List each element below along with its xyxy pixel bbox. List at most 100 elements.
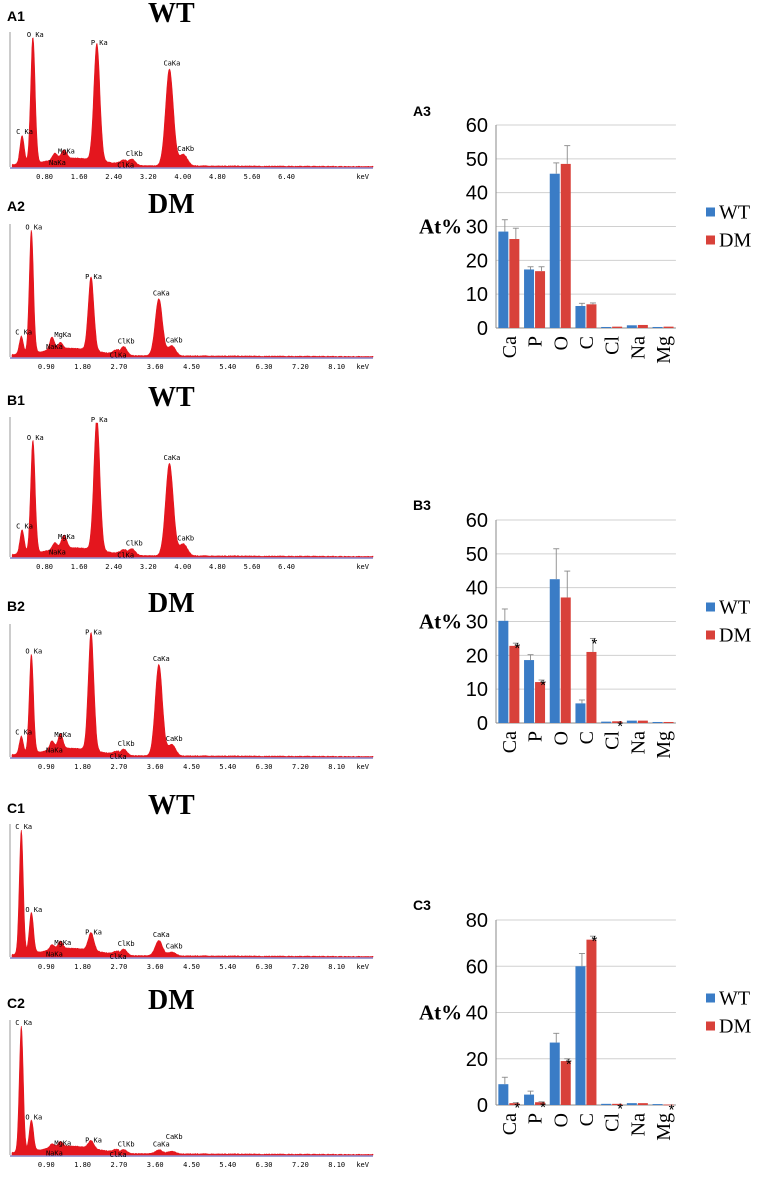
sig-mark-dm-p: *: [540, 1099, 546, 1116]
energy-tick-4-80: 4.80: [209, 563, 226, 571]
energy-tick-2-70: 2.70: [110, 963, 127, 971]
bar-dm-o: [560, 597, 571, 723]
peak-label-mgka: MgKa: [54, 1139, 71, 1147]
legend-label-wt: WT: [719, 202, 750, 224]
peak-label-mgka: MgKa: [54, 731, 71, 739]
peak-label-clkb: ClKb: [118, 940, 135, 948]
energy-tick-7-20: 7.20: [292, 363, 309, 371]
peak-label-clka: ClKa: [117, 162, 134, 170]
peak-label-mgka: MgKa: [58, 147, 75, 155]
peak-label-clkb: ClKb: [118, 740, 135, 748]
y-axis-label: At%: [419, 610, 462, 634]
sig-mark-dm-ca: *: [514, 640, 520, 657]
peak-label-clka: ClKa: [110, 352, 127, 360]
x-tick-cl: Cl: [602, 731, 624, 750]
bar-wt-ca: [498, 620, 509, 723]
energy-tick-6-30: 6.30: [256, 363, 273, 371]
y-tick-30: 30: [466, 217, 488, 239]
legend-label-dm: DM: [719, 625, 751, 647]
spectrum-trace: [11, 631, 374, 758]
y-tick-50: 50: [466, 544, 488, 566]
peak-label-clkb: ClKb: [118, 1141, 135, 1149]
energy-tick-7-20: 7.20: [292, 763, 309, 771]
energy-tick-0-90: 0.90: [38, 763, 55, 771]
peak-label-cka: C Ka: [16, 522, 33, 530]
energy-tick-2-70: 2.70: [110, 1161, 127, 1169]
energy-tick-8-10: 8.10: [328, 363, 345, 371]
bar-dm-ca: [509, 1103, 520, 1105]
legend-swatch-wt: [706, 993, 715, 1003]
energy-tick-0-90: 0.90: [38, 363, 55, 371]
energy-tick-5-60: 5.60: [244, 173, 261, 181]
energy-tick-4-50: 4.50: [183, 363, 200, 371]
bar-wt-c: [575, 966, 586, 1105]
panel-label-c1: C1: [7, 800, 25, 816]
x-tick-c: C: [576, 1113, 598, 1126]
bar-dm-na: [637, 1103, 648, 1105]
sig-mark-dm-ca: *: [514, 1100, 520, 1117]
energy-tick-5-60: 5.60: [244, 563, 261, 571]
y-tick-50: 50: [466, 149, 488, 171]
sig-mark-dm-o: *: [566, 1056, 572, 1073]
panel-label-b3: B3: [413, 497, 431, 513]
peak-label-naka: NaKa: [46, 1150, 63, 1158]
energy-tick-5-40: 5.40: [219, 963, 236, 971]
peak-label-naka: NaKa: [46, 343, 63, 351]
y-tick-20: 20: [466, 1049, 488, 1071]
peak-label-clka: ClKa: [117, 551, 134, 559]
bar-dm-p: [535, 271, 546, 328]
bar-wt-c: [575, 306, 586, 328]
y-axis-label: At%: [419, 1001, 462, 1025]
bar-dm-cl: [612, 326, 623, 328]
peak-label-caka: CaKa: [153, 931, 170, 939]
peak-label-clkb: ClKb: [118, 338, 135, 346]
y-tick-20: 20: [466, 645, 488, 667]
bar-dm-ca: [509, 645, 520, 723]
energy-tick-0-90: 0.90: [38, 963, 55, 971]
peak-label-pka: P Ka: [91, 39, 108, 47]
bar-wt-o: [549, 173, 560, 328]
energy-tick-8-10: 8.10: [328, 763, 345, 771]
y-tick-0: 0: [477, 318, 488, 340]
peak-label-clka: ClKa: [110, 953, 127, 961]
bar-wt-o: [549, 1042, 560, 1105]
energy-tick-3-20: 3.20: [140, 173, 157, 181]
energy-tick-5-40: 5.40: [219, 363, 236, 371]
energy-tick-5-40: 5.40: [219, 763, 236, 771]
panel-label-a2: A2: [7, 198, 25, 214]
legend-swatch-dm: [706, 630, 715, 640]
energy-tick-3-60: 3.60: [147, 763, 164, 771]
x-tick-na: Na: [627, 1113, 649, 1136]
bar-dm-cl: [612, 721, 623, 723]
energy-tick-6-30: 6.30: [256, 1161, 273, 1169]
spectrum-title-a1: WT: [148, 0, 195, 29]
peak-label-clka: ClKa: [110, 1151, 127, 1159]
energy-tick-3-60: 3.60: [147, 963, 164, 971]
bar-dm-na: [637, 324, 648, 328]
bar-dm-mg: [663, 326, 674, 328]
spectrum-title-c2: DM: [148, 985, 195, 1016]
x-tick-cl: Cl: [602, 1113, 624, 1132]
energy-tick-6-30: 6.30: [256, 963, 273, 971]
legend-label-dm: DM: [719, 230, 751, 252]
spectrum-trace: [11, 37, 374, 168]
bar-chart-a3: 0 10 20 30 40 50 60 At% Ca P O C Cl Na Mg WT DM: [419, 115, 751, 364]
legend-swatch-dm: [706, 1021, 715, 1031]
x-tick-mg: Mg: [653, 731, 675, 759]
y-tick-0: 0: [477, 1095, 488, 1117]
peak-label-oka: O Ka: [25, 647, 42, 655]
sig-mark-dm-c: *: [592, 933, 598, 950]
sig-mark-dm-mg: *: [669, 1101, 675, 1118]
x-tick-mg: Mg: [653, 1113, 675, 1141]
spectrum-c1: C Ka O Ka NaKa MgKa P Ka ClKa ClKb CaKa CaKb 0.90…: [9, 823, 374, 971]
legend-label-dm: DM: [719, 1016, 751, 1038]
spectrum-trace: [11, 230, 374, 358]
peak-label-caka: CaKa: [153, 655, 170, 663]
energy-tick-3-60: 3.60: [147, 363, 164, 371]
panel-label-c3: C3: [413, 897, 431, 913]
x-tick-mg: Mg: [653, 336, 675, 364]
bar-dm-cl: [612, 1103, 623, 1105]
bar-wt-mg: [652, 326, 663, 328]
